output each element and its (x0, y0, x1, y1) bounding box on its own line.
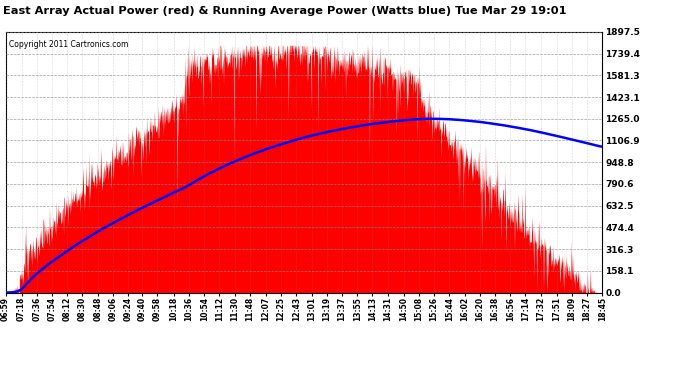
Text: Copyright 2011 Cartronics.com: Copyright 2011 Cartronics.com (8, 40, 128, 49)
Text: East Array Actual Power (red) & Running Average Power (Watts blue) Tue Mar 29 19: East Array Actual Power (red) & Running … (3, 6, 567, 16)
